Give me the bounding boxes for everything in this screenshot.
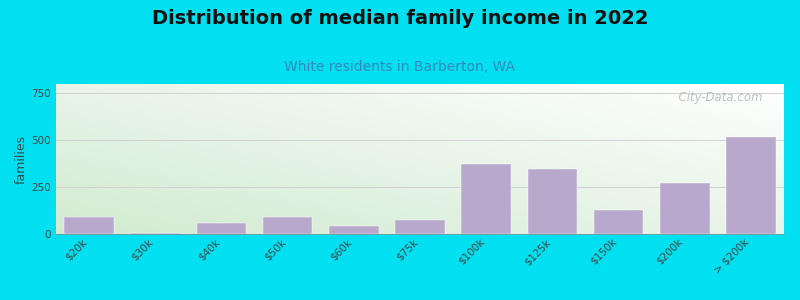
Bar [594, 210, 643, 234]
Y-axis label: families: families [14, 134, 27, 184]
Bar [462, 164, 511, 234]
Bar [527, 169, 577, 234]
Bar [263, 217, 313, 234]
Bar [395, 220, 445, 234]
Bar [64, 217, 114, 234]
Text: Distribution of median family income in 2022: Distribution of median family income in … [152, 9, 648, 28]
Bar [660, 183, 710, 234]
Bar [130, 232, 180, 234]
Bar [329, 226, 378, 234]
Bar [197, 223, 246, 234]
Text: White residents in Barberton, WA: White residents in Barberton, WA [285, 60, 515, 74]
Text: City-Data.com: City-Data.com [670, 92, 762, 104]
Bar [726, 136, 776, 234]
